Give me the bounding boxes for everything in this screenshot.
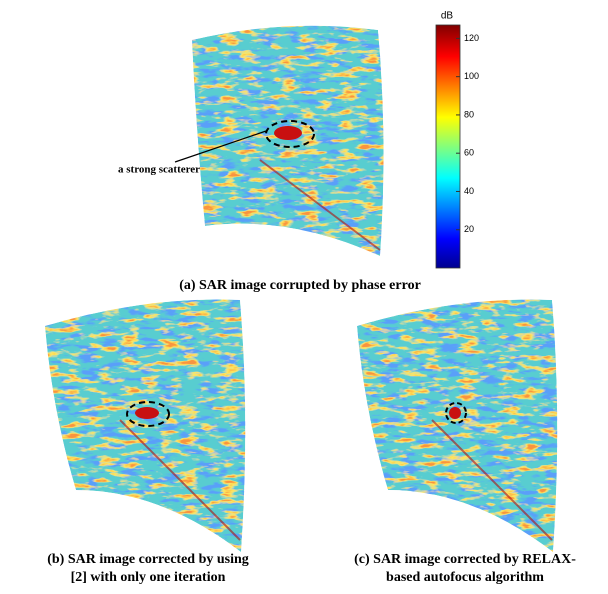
caption: based autofocus algorithm <box>386 570 544 585</box>
colorbar-tick-label: 40 <box>464 186 474 196</box>
colorbar-tick-label: 100 <box>464 71 479 81</box>
figure: a strong scatterer dB 20 40 60 80 100 120 (a)… <box>0 0 608 594</box>
annotation: a strong scatterer <box>118 164 200 176</box>
colorbar-tick-label: 80 <box>464 109 474 119</box>
sar-image-a <box>192 26 384 256</box>
page: a strong scatterer dB 20 40 60 80 100 120 (a)… <box>0 0 608 594</box>
colorbar-label: dB <box>441 11 454 22</box>
colorbar-tick-label: 60 <box>464 148 474 158</box>
caption: [2] with only one iteration <box>71 570 226 585</box>
colorbar <box>436 25 460 268</box>
colorbar-tick-label: 120 <box>464 33 479 43</box>
colorbar-tick-label: 20 <box>464 224 474 234</box>
caption: (a) SAR image corrupted by phase error <box>179 278 421 293</box>
caption: (b) SAR image corrected by using <box>47 552 249 567</box>
sar-image-c <box>357 300 557 552</box>
sar-image-b <box>45 300 245 552</box>
caption: (c) SAR image corrected by RELAX- <box>354 552 576 567</box>
